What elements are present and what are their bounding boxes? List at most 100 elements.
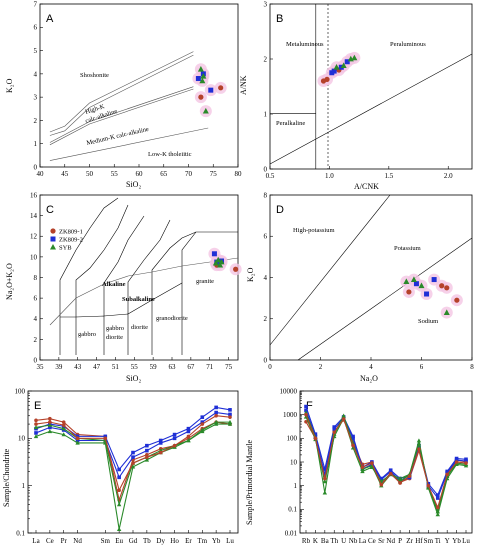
panel-e-series-syb-4: [35, 421, 230, 530]
panel-f-ylabel: Sample/Primordial Mantle: [245, 439, 254, 525]
panel-e-point-zk809-2: [186, 429, 191, 434]
panel-e-point-syb: [227, 419, 233, 424]
panel-f-point-zk809-1: [323, 476, 327, 481]
panel-f-point-zk809-1: [313, 436, 318, 441]
panel-c-field-lines-7: [75, 204, 129, 317]
panel-f-point-zk809-1: [370, 461, 374, 465]
panel-c-field-gabbro-small: gabbro: [106, 325, 124, 332]
panel-e-xtick-label-tm: Tm: [197, 537, 207, 545]
panel-e-point-zk809-2: [172, 432, 177, 437]
panel-d-xlabel: Na₂O: [360, 374, 378, 383]
panel-f-point-syb: [435, 512, 440, 517]
panel-e-point-zk809-2: [117, 475, 121, 480]
panel-c-label: C: [46, 204, 54, 216]
panel-d-point-syb: [418, 282, 425, 289]
panel-a-field-shoshonite: Shoshonite: [80, 72, 109, 79]
panel-e-point-zk809-2: [131, 455, 135, 459]
panel-e-xtick-label-dy: Dy: [156, 537, 165, 545]
panel-c-point-zk809-1: [233, 266, 239, 272]
panel-f-frame: [299, 390, 473, 534]
panel-f-xtick-label-y: Y: [445, 537, 450, 545]
panel-d: D 0 2 4 6 8 0 2 4 6 8 High-potassium Potassium So…: [246, 191, 474, 383]
panel-c-point-syb: [212, 259, 219, 266]
panel-f-xtick-label-th: Th: [330, 537, 338, 545]
panel-d-field-potassium: Potassium: [394, 245, 421, 252]
panel-e-point-zk809-1: [117, 488, 121, 493]
panel-c-ytick-label: 14: [30, 212, 38, 220]
panel-b-ytick-label: 2: [264, 55, 268, 63]
panel-a-ytick-label: 5: [34, 47, 38, 55]
panel-f-point-zk809-2: [454, 458, 459, 462]
panel-d-point-syb: [403, 278, 410, 285]
panel-b-label: B: [276, 13, 283, 25]
panel-f-point-zk809-1: [426, 483, 431, 488]
panel-c-ytick-label: 4: [34, 315, 38, 323]
panel-e-point-syb: [75, 440, 80, 445]
panel-f-point-zk809-1: [445, 472, 449, 477]
panel-f-point-zk809-1: [417, 447, 421, 451]
panel-e-point-zk809-1: [158, 450, 163, 455]
panel-e-point-zk809-2: [75, 438, 80, 443]
panel-d-point-zk809-1: [444, 285, 450, 291]
panel-c-field-granite: granite: [196, 278, 214, 285]
panel-a-xtick-label: 70: [185, 170, 193, 178]
panel-f-point-zk809-1: [379, 482, 384, 487]
panel-f-point-zk809-2: [323, 467, 327, 471]
panel-c-xtick-label: 51: [112, 363, 120, 371]
panel-d-field-high-potassium: High-potassium: [293, 227, 335, 234]
panel-c-point-syb: [217, 261, 224, 268]
panel-a-field-low-k: Low-K tholeiitic: [148, 151, 192, 158]
panel-f-ytick-label: 100: [287, 435, 298, 443]
panel-f-point-zk809-1: [304, 412, 308, 417]
panel-f-ytick-label: 0.01: [285, 529, 298, 537]
panel-b-point-syb: [333, 64, 340, 70]
panel-d-xtick-label: 2: [319, 363, 323, 371]
panel-e-point-syb: [186, 438, 191, 443]
panel-e-point-zk809-1: [75, 436, 80, 441]
panel-e-point-zk809-1: [131, 461, 135, 465]
panel-d-sodium-boundary: [297, 237, 473, 361]
panel-b-frame: [269, 3, 473, 170]
panel-e-xtick-label-nd: Nd: [73, 537, 82, 545]
panel-e-point-zk809-2: [103, 434, 108, 439]
panel-c-field-gabbro-diorite: diorite: [106, 334, 123, 341]
panel-f-xtick-label-sm: Sm: [424, 537, 434, 545]
panel-f-xtick-label-lu: Lu: [462, 537, 470, 545]
panel-b: B 0.5 1.0 1.5 2.0 0 1 2 3 Metaluminous Peralumi…: [239, 0, 473, 191]
panel-f-point-zk809-2: [313, 432, 318, 436]
panel-e-point-zk809-2: [228, 408, 232, 412]
panel-e-ylabel: Sample/Chondrite: [2, 448, 11, 507]
panel-a-xlabel: SiO₂: [126, 180, 141, 189]
panel-f-xtick-label-ti: Ti: [435, 537, 441, 545]
panel-f-point-zk809-2: [351, 434, 355, 439]
panel-f-point-syb: [322, 490, 328, 495]
panel-e-point-zk809-2: [117, 467, 121, 472]
panel-a-point-syb: [199, 77, 206, 84]
panel-a-ytick-label: 3: [34, 94, 38, 102]
panel-b-xtick-label: 2.0: [444, 172, 453, 180]
panel-c-ytick-label: 0: [34, 356, 38, 364]
panel-f-ytick-label: 1: [294, 482, 298, 490]
panel-c-field-lines-11: [181, 231, 238, 283]
panel-d-point-zk809-2: [431, 277, 437, 283]
panel-f-xtick-label-zr: Zr: [406, 537, 413, 545]
panel-f-point-zk809-2: [435, 493, 440, 497]
panel-a-xtick-label: 55: [111, 170, 119, 178]
panel-a-point-syb: [197, 66, 204, 72]
panel-f-xtick-label-ba: Ba: [321, 537, 330, 545]
panel-e-ytick-label: 0.1: [16, 529, 25, 537]
panel-a-ytick-label: 2: [34, 117, 38, 125]
panel-e-point-syb: [61, 426, 66, 431]
panel-f-series-syb-4: [305, 416, 467, 514]
panel-b-ytick-label: 1: [264, 110, 268, 118]
panel-e-point-syb: [130, 464, 136, 469]
panel-f-point-zk809-1: [388, 471, 393, 476]
panel-b-ylabel: A/NK: [239, 75, 248, 95]
panel-e-point-syb: [47, 422, 53, 427]
panel-b-peraluminous-boundary: [269, 53, 473, 165]
panel-c-xtick-label: 39: [55, 363, 63, 371]
legend-syb-marker: [50, 244, 56, 250]
panel-a-xtick-label: 75: [210, 170, 218, 178]
panel-e-point-syb: [116, 526, 122, 531]
panel-f-point-syb: [435, 509, 440, 514]
